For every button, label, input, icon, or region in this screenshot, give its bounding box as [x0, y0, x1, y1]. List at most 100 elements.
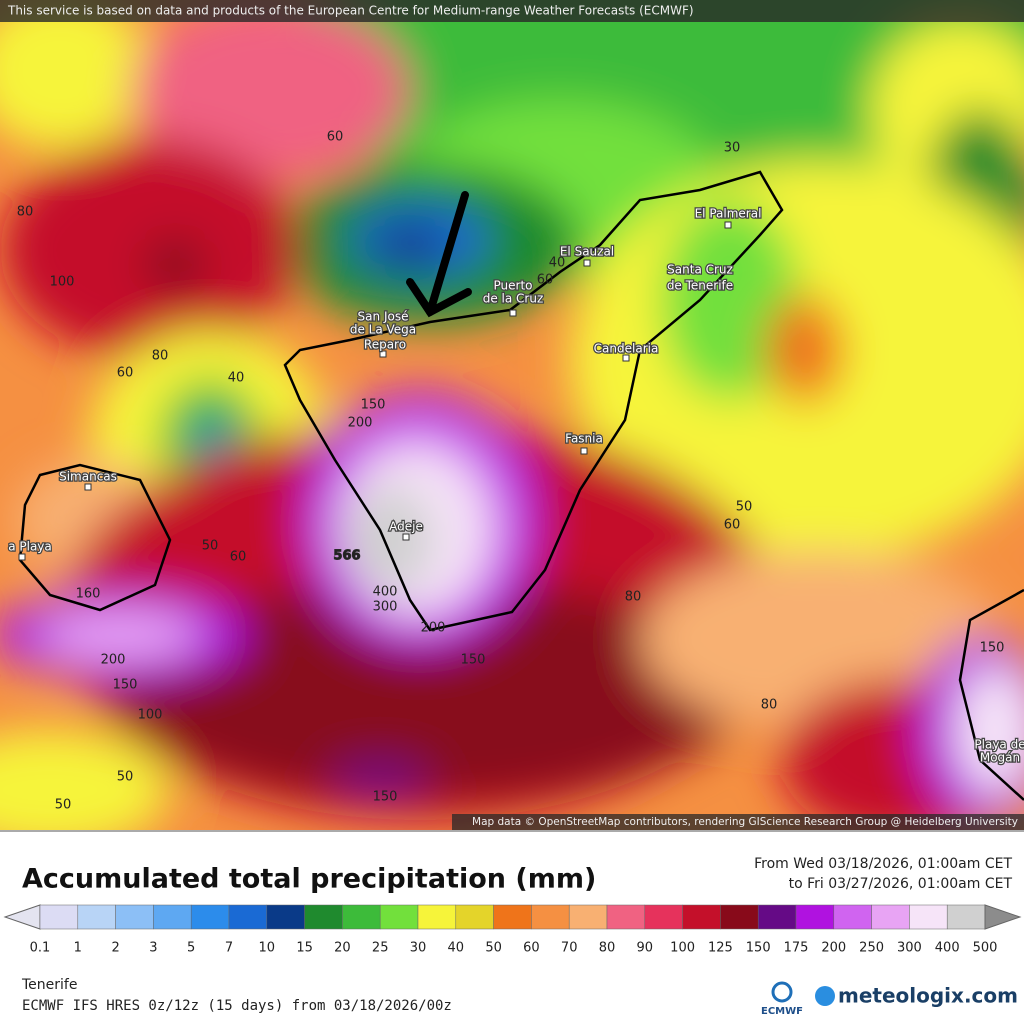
contour-label: 200	[101, 653, 126, 668]
meteologix-logo: meteologix.com	[838, 984, 1018, 1008]
ecmwf-icon	[771, 981, 793, 1003]
contour-label: 160	[76, 587, 101, 602]
legend-title: Accumulated total precipitation (mm)	[22, 864, 596, 895]
contour-label: 80	[17, 205, 34, 220]
place-label: de la Cruz	[483, 292, 544, 306]
colorbar-box	[39, 904, 79, 930]
colorbar-label: 10	[259, 941, 276, 956]
colorbar-box	[493, 904, 532, 930]
colorbar-label: 20	[334, 941, 351, 956]
gran-canaria-coast	[958, 588, 1024, 801]
contour-label: 40	[228, 371, 245, 386]
contour-label: 80	[152, 349, 169, 364]
meteologix-icon	[815, 986, 835, 1006]
colorbar-box	[417, 904, 457, 930]
colorbar-box	[682, 904, 721, 930]
colorbar-label: 100	[670, 941, 695, 956]
colorbar-box	[531, 904, 570, 930]
colorbar-low-arrow	[3, 904, 41, 930]
colorbar-label: 60	[523, 941, 540, 956]
notice: This service is based on data and produc…	[7, 4, 694, 18]
places: El Palmeral El Sauzal Santa Cruz de Tenerif…	[7, 205, 1024, 766]
contour-label: 60	[327, 130, 344, 145]
place-label: Adeje	[389, 520, 423, 534]
place-label: Playa de	[974, 738, 1024, 752]
contour-label: 150	[980, 641, 1005, 656]
colorbar-box	[455, 904, 494, 930]
annotation-arrow	[406, 191, 472, 318]
place-dot	[509, 309, 517, 317]
contour-label: 50	[117, 770, 134, 785]
colorbar-box	[266, 904, 305, 930]
notice-bar	[0, 0, 1024, 22]
colorbar-box	[909, 904, 948, 930]
place-label: Simancas	[59, 470, 117, 484]
contour-label: 80	[625, 590, 642, 605]
colorbar-label: 15	[296, 941, 313, 956]
place-dot	[379, 350, 387, 358]
contour-label: 150	[461, 653, 486, 668]
model: ECMWF IFS HRES 0z/12z (15 days) from 03/…	[22, 998, 452, 1014]
colorbar-label: 70	[561, 941, 578, 956]
place-label: de La Vega	[350, 323, 416, 337]
place-label: El Palmeral	[695, 207, 762, 221]
colorbar-box	[379, 904, 419, 930]
colorbar-label: 125	[708, 941, 733, 956]
contour-label: 50	[202, 539, 219, 554]
colorbar-box	[833, 904, 872, 930]
colorbar-box	[795, 904, 835, 930]
place-label: de Tenerife	[667, 279, 733, 293]
period-from: From Wed 03/18/2026, 01:00am CET	[754, 856, 1012, 872]
contour-label: 200	[421, 621, 446, 636]
colorbar-label: 175	[784, 941, 809, 956]
place-label: Candelaria	[594, 342, 659, 356]
place-label: Mogán	[980, 751, 1020, 765]
colorbar-box	[568, 904, 608, 930]
colorbar-box	[304, 904, 343, 930]
colorbar-label: 40	[448, 941, 465, 956]
colorbar-label: 2	[111, 941, 119, 956]
contour-label: 60	[724, 518, 741, 533]
place-label: El Sauzal	[560, 245, 614, 259]
colorbar-box	[190, 904, 230, 930]
contour-label: 150	[361, 398, 386, 413]
contour-label: 100	[138, 708, 163, 723]
colorbar-box	[115, 904, 154, 930]
colorbar-label: 150	[746, 941, 771, 956]
region: Tenerife	[21, 977, 77, 993]
period-to: to Fri 03/27/2026, 01:00am CET	[789, 876, 1013, 892]
colorbar-label: 7	[225, 941, 233, 956]
colorbar-label: 500	[973, 941, 998, 956]
contour-label: 566	[333, 549, 360, 564]
place-dot	[18, 553, 26, 561]
place-label: San José	[358, 310, 409, 324]
place-dot	[580, 447, 588, 455]
contour-label: 150	[373, 790, 398, 805]
colorbar-box	[606, 904, 646, 930]
colorbar-box	[720, 904, 759, 930]
colorbar-label: 400	[935, 941, 960, 956]
contour-label: 60	[230, 550, 247, 565]
place-label: Puerto	[494, 279, 533, 293]
attribution: Map data © OpenStreetMap contributors, r…	[472, 816, 1018, 828]
contour-label: 40	[549, 256, 566, 271]
colorbar-label: 90	[637, 941, 654, 956]
coastlines	[18, 170, 1024, 801]
colorbar-box	[757, 904, 797, 930]
contour-label: 200	[348, 416, 373, 431]
la-gomera-coast	[18, 463, 172, 612]
colorbar-box	[77, 904, 116, 930]
ecmwf-logo: ECMWF	[761, 1006, 803, 1017]
place-dot	[84, 483, 92, 491]
place-label: a Playa	[8, 540, 52, 554]
colorbar-label: 30	[410, 941, 427, 956]
contour-label: 100	[50, 275, 75, 290]
colorbar-box	[153, 904, 192, 930]
colorbar-label: 80	[599, 941, 616, 956]
contour-label: 400	[373, 585, 398, 600]
colorbar-label: 5	[187, 941, 195, 956]
colorbar-box	[871, 904, 910, 930]
place-label: Reparo	[364, 338, 406, 352]
